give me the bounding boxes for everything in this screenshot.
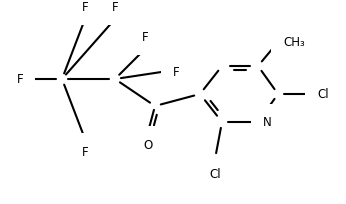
Text: F: F xyxy=(16,73,23,86)
Text: F: F xyxy=(82,145,88,158)
Text: F: F xyxy=(142,31,148,44)
Text: N: N xyxy=(263,116,272,129)
Text: F: F xyxy=(82,1,88,14)
Text: Cl: Cl xyxy=(317,88,329,101)
Text: O: O xyxy=(143,138,153,151)
Text: Cl: Cl xyxy=(209,167,221,180)
Text: CH₃: CH₃ xyxy=(283,36,305,49)
Text: F: F xyxy=(173,65,180,78)
Text: F: F xyxy=(112,1,118,14)
